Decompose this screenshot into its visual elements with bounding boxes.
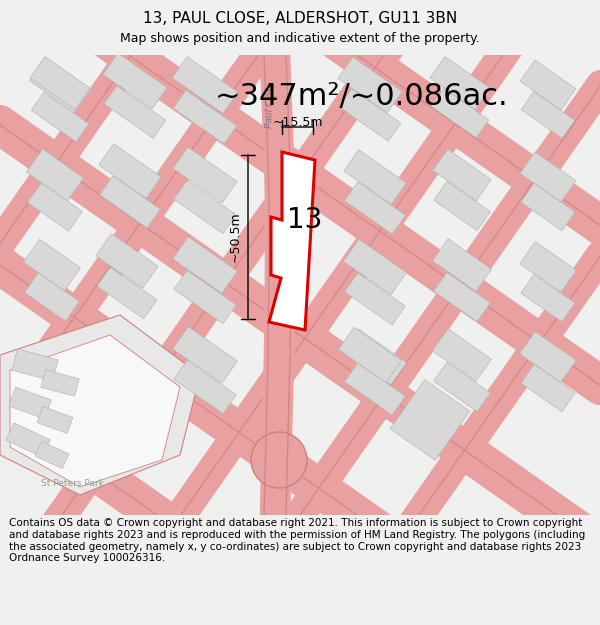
Polygon shape: [25, 273, 79, 321]
Text: 13: 13: [287, 206, 323, 234]
Text: Contains OS data © Crown copyright and database right 2021. This information is : Contains OS data © Crown copyright and d…: [9, 518, 585, 563]
Polygon shape: [521, 92, 575, 138]
Text: ~15.5m: ~15.5m: [272, 116, 323, 129]
Polygon shape: [520, 152, 576, 202]
Polygon shape: [431, 88, 489, 138]
Text: Paul Close: Paul Close: [265, 82, 275, 128]
Polygon shape: [433, 149, 491, 201]
Polygon shape: [269, 152, 315, 330]
Polygon shape: [521, 364, 575, 412]
Circle shape: [251, 432, 307, 488]
Polygon shape: [344, 150, 406, 204]
Polygon shape: [520, 242, 576, 292]
Polygon shape: [26, 149, 83, 201]
Polygon shape: [35, 441, 69, 469]
Text: St Peters Park: St Peters Park: [41, 479, 103, 488]
Polygon shape: [174, 181, 236, 234]
Polygon shape: [173, 90, 237, 144]
Polygon shape: [434, 272, 490, 322]
Polygon shape: [172, 57, 238, 113]
Polygon shape: [10, 335, 180, 487]
Polygon shape: [28, 183, 82, 231]
Polygon shape: [433, 329, 491, 381]
Text: 13, PAUL CLOSE, ALDERSHOT, GU11 3BN: 13, PAUL CLOSE, ALDERSHOT, GU11 3BN: [143, 11, 457, 26]
Polygon shape: [434, 362, 490, 412]
Polygon shape: [97, 268, 157, 319]
Polygon shape: [37, 406, 73, 434]
Polygon shape: [41, 370, 79, 396]
Polygon shape: [338, 57, 402, 113]
Polygon shape: [521, 274, 575, 322]
Polygon shape: [0, 315, 200, 495]
Polygon shape: [12, 349, 58, 381]
Polygon shape: [339, 89, 401, 141]
Polygon shape: [430, 57, 490, 109]
Polygon shape: [100, 176, 160, 228]
Polygon shape: [344, 329, 406, 385]
Polygon shape: [29, 58, 91, 112]
Text: ~50.5m: ~50.5m: [229, 212, 241, 262]
Polygon shape: [9, 387, 51, 419]
Polygon shape: [30, 57, 90, 109]
Text: Map shows position and indicative extent of the property.: Map shows position and indicative extent…: [120, 32, 480, 45]
Polygon shape: [174, 271, 236, 324]
Polygon shape: [104, 86, 166, 138]
Polygon shape: [433, 239, 491, 291]
Polygon shape: [173, 237, 238, 293]
Polygon shape: [434, 181, 490, 231]
Polygon shape: [338, 328, 401, 382]
Polygon shape: [344, 182, 406, 234]
Polygon shape: [344, 363, 406, 415]
Polygon shape: [173, 327, 238, 383]
Polygon shape: [344, 239, 406, 295]
Polygon shape: [6, 423, 50, 457]
Polygon shape: [390, 379, 470, 461]
Polygon shape: [344, 273, 406, 325]
Text: ~347m²/~0.086ac.: ~347m²/~0.086ac.: [215, 82, 509, 111]
Polygon shape: [23, 239, 80, 291]
Polygon shape: [173, 147, 237, 203]
Polygon shape: [99, 144, 161, 198]
Polygon shape: [31, 92, 89, 142]
Polygon shape: [521, 183, 575, 231]
Polygon shape: [174, 361, 236, 414]
Polygon shape: [520, 332, 576, 382]
Polygon shape: [96, 234, 158, 288]
Polygon shape: [103, 53, 167, 109]
Polygon shape: [520, 60, 576, 110]
